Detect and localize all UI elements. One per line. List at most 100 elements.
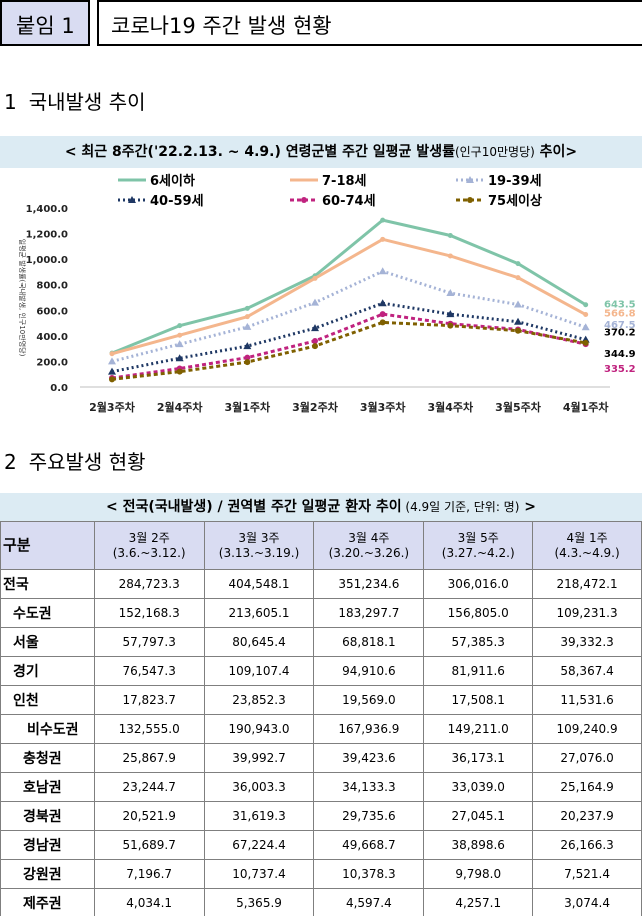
data-point xyxy=(244,314,250,320)
table-cell: 10,378.3 xyxy=(313,859,425,889)
table-row: 경북권 20,521.9 31,619.3 29,735.6 27,045.1 20,23… xyxy=(0,801,642,831)
data-point xyxy=(244,305,250,311)
legend-label: 40-59세 xyxy=(150,194,204,209)
data-point xyxy=(109,351,115,357)
row-label: 전국 xyxy=(0,569,95,599)
section-1-title: 국내발생 추이 xyxy=(28,90,146,114)
data-point xyxy=(583,302,589,308)
column-week: 3월 3주 xyxy=(238,530,280,545)
table-cell: 3,074.4 xyxy=(532,888,642,916)
attachment-tag: 붙임 1 xyxy=(0,0,90,46)
data-point xyxy=(515,327,522,334)
table-row: 전국 284,723.3 404,548.1 351,234.6 306,016.0 21… xyxy=(0,569,642,599)
legend-label: 75세이상 xyxy=(488,193,542,209)
document-title-box: 코로나19 주간 발생 현황 xyxy=(97,0,642,46)
table-cell: 38,898.6 xyxy=(423,830,534,860)
y-tick-label: 1,000.0 xyxy=(26,255,68,266)
table-cell: 20,521.9 xyxy=(93,801,205,831)
column-week: 3월 5주 xyxy=(457,530,499,545)
data-point xyxy=(380,217,386,223)
table-cell: 109,107.4 xyxy=(203,656,315,686)
table-banner-note: (4.9일 기준, 단위: 명) xyxy=(401,500,520,514)
data-point xyxy=(446,289,455,297)
data-point xyxy=(515,261,521,267)
table-cell: 27,076.0 xyxy=(532,743,642,773)
row-label: 서울 xyxy=(0,627,95,657)
chart-banner-unit: (인구10만명당) xyxy=(454,145,535,159)
y-tick-label: 200.0 xyxy=(36,357,68,368)
data-point xyxy=(515,275,521,281)
table-cell: 351,234.6 xyxy=(313,569,425,599)
table-cell: 76,547.3 xyxy=(93,656,205,686)
y-tick-label: 800.0 xyxy=(36,281,68,292)
column-range: (4.3.~4.9.) xyxy=(554,545,620,560)
table-header-row: 구분 3월 2주 (3.6.~3.12.) 3월 3주 (3.13.~3.19.) … xyxy=(0,521,642,570)
column-header: 3월 4주 (3.20.~3.26.) xyxy=(313,521,425,570)
data-point xyxy=(514,317,523,325)
data-point xyxy=(582,339,589,346)
table-cell: 81,911.6 xyxy=(423,656,534,686)
table-cell: 39,992.7 xyxy=(203,743,315,773)
table-cell: 17,508.1 xyxy=(423,685,534,715)
column-range: (3.6.~3.12.) xyxy=(112,545,186,560)
data-point xyxy=(446,310,455,318)
table-cell: 149,211.0 xyxy=(423,714,534,744)
table-cell: 4,257.1 xyxy=(423,888,534,916)
table-cell: 80,645.4 xyxy=(203,627,315,657)
table-row: 인천 17,823.7 23,852.3 19,569.0 17,508.1 11,531… xyxy=(0,685,642,715)
table-cell: 57,797.3 xyxy=(93,627,205,657)
x-tick-label: 2월3주차 xyxy=(89,400,136,414)
table-cell: 68,818.1 xyxy=(313,627,425,657)
row-label: 경북권 xyxy=(0,801,95,831)
series-end-label: 344.9 xyxy=(604,349,636,360)
table-cell: 17,823.7 xyxy=(93,685,205,715)
table-cell: 167,936.9 xyxy=(313,714,425,744)
series-end-label: 566.8 xyxy=(604,309,636,320)
data-point xyxy=(447,322,454,329)
data-point xyxy=(447,232,453,238)
table-cell: 109,231.3 xyxy=(532,598,642,628)
y-tick-label: 400.0 xyxy=(36,332,68,343)
table-banner: < 전국(국내발생) / 권역별 주간 일평균 환자 추이 (4.9일 기준, … xyxy=(0,493,642,522)
data-point xyxy=(177,332,183,338)
table-cell: 67,224.4 xyxy=(203,830,315,860)
table-cell: 58,367.4 xyxy=(532,656,642,686)
series-end-label: 643.5 xyxy=(604,300,636,311)
table-row: 수도권 152,168.3 213,605.1 183,297.7 156,805.0 1… xyxy=(0,598,642,628)
table-banner-tail: > xyxy=(519,499,537,515)
x-tick-label: 3월4주차 xyxy=(428,400,475,414)
table-row: 서울 57,797.3 80,645.4 68,818.1 57,385.3 39,332… xyxy=(0,627,642,657)
column-header: 3월 5주 (3.27.~4.2.) xyxy=(423,521,534,570)
x-tick-label: 3월2주차 xyxy=(292,400,339,414)
data-point xyxy=(244,359,251,366)
table-row: 충청권 25,867.9 39,992.7 39,423.6 36,173.1 27,07… xyxy=(0,743,642,773)
section-2-number: 2 xyxy=(4,450,17,474)
document-title: 코로나19 주간 발생 현황 xyxy=(111,14,332,38)
x-tick-label: 3월3주차 xyxy=(360,400,407,414)
x-tick-label: 2월4주차 xyxy=(157,400,204,414)
table-cell: 132,555.0 xyxy=(93,714,205,744)
table-cell: 19,569.0 xyxy=(313,685,425,715)
table-cell: 109,240.9 xyxy=(532,714,642,744)
table-body: 전국 284,723.3 404,548.1 351,234.6 306,016.0 21… xyxy=(0,569,642,916)
data-point xyxy=(243,322,252,330)
table-cell: 11,531.6 xyxy=(532,685,642,715)
series-line-40-59세 xyxy=(111,301,587,374)
table-cell: 33,039.0 xyxy=(423,772,534,802)
y-axis-title: 일평균 발생률(국내발생, 인구10만명당) xyxy=(18,239,27,357)
row-label: 경남권 xyxy=(0,830,95,860)
table-row: 경기 76,547.3 109,107.4 94,910.6 81,911.6 58,36… xyxy=(0,656,642,686)
table-cell: 94,910.6 xyxy=(313,656,425,686)
table-cell: 284,723.3 xyxy=(93,569,205,599)
data-point xyxy=(175,354,184,362)
data-point xyxy=(244,354,251,361)
row-label: 충청권 xyxy=(0,743,95,773)
section-1-number: 1 xyxy=(4,90,17,114)
table-cell: 7,521.4 xyxy=(532,859,642,889)
series-line-7-18세 xyxy=(111,237,587,356)
table-cell: 25,867.9 xyxy=(93,743,205,773)
table-cell: 156,805.0 xyxy=(423,598,534,628)
row-label: 수도권 xyxy=(0,598,95,628)
data-point xyxy=(175,340,184,348)
legend-label: 60-74세 xyxy=(322,194,376,209)
